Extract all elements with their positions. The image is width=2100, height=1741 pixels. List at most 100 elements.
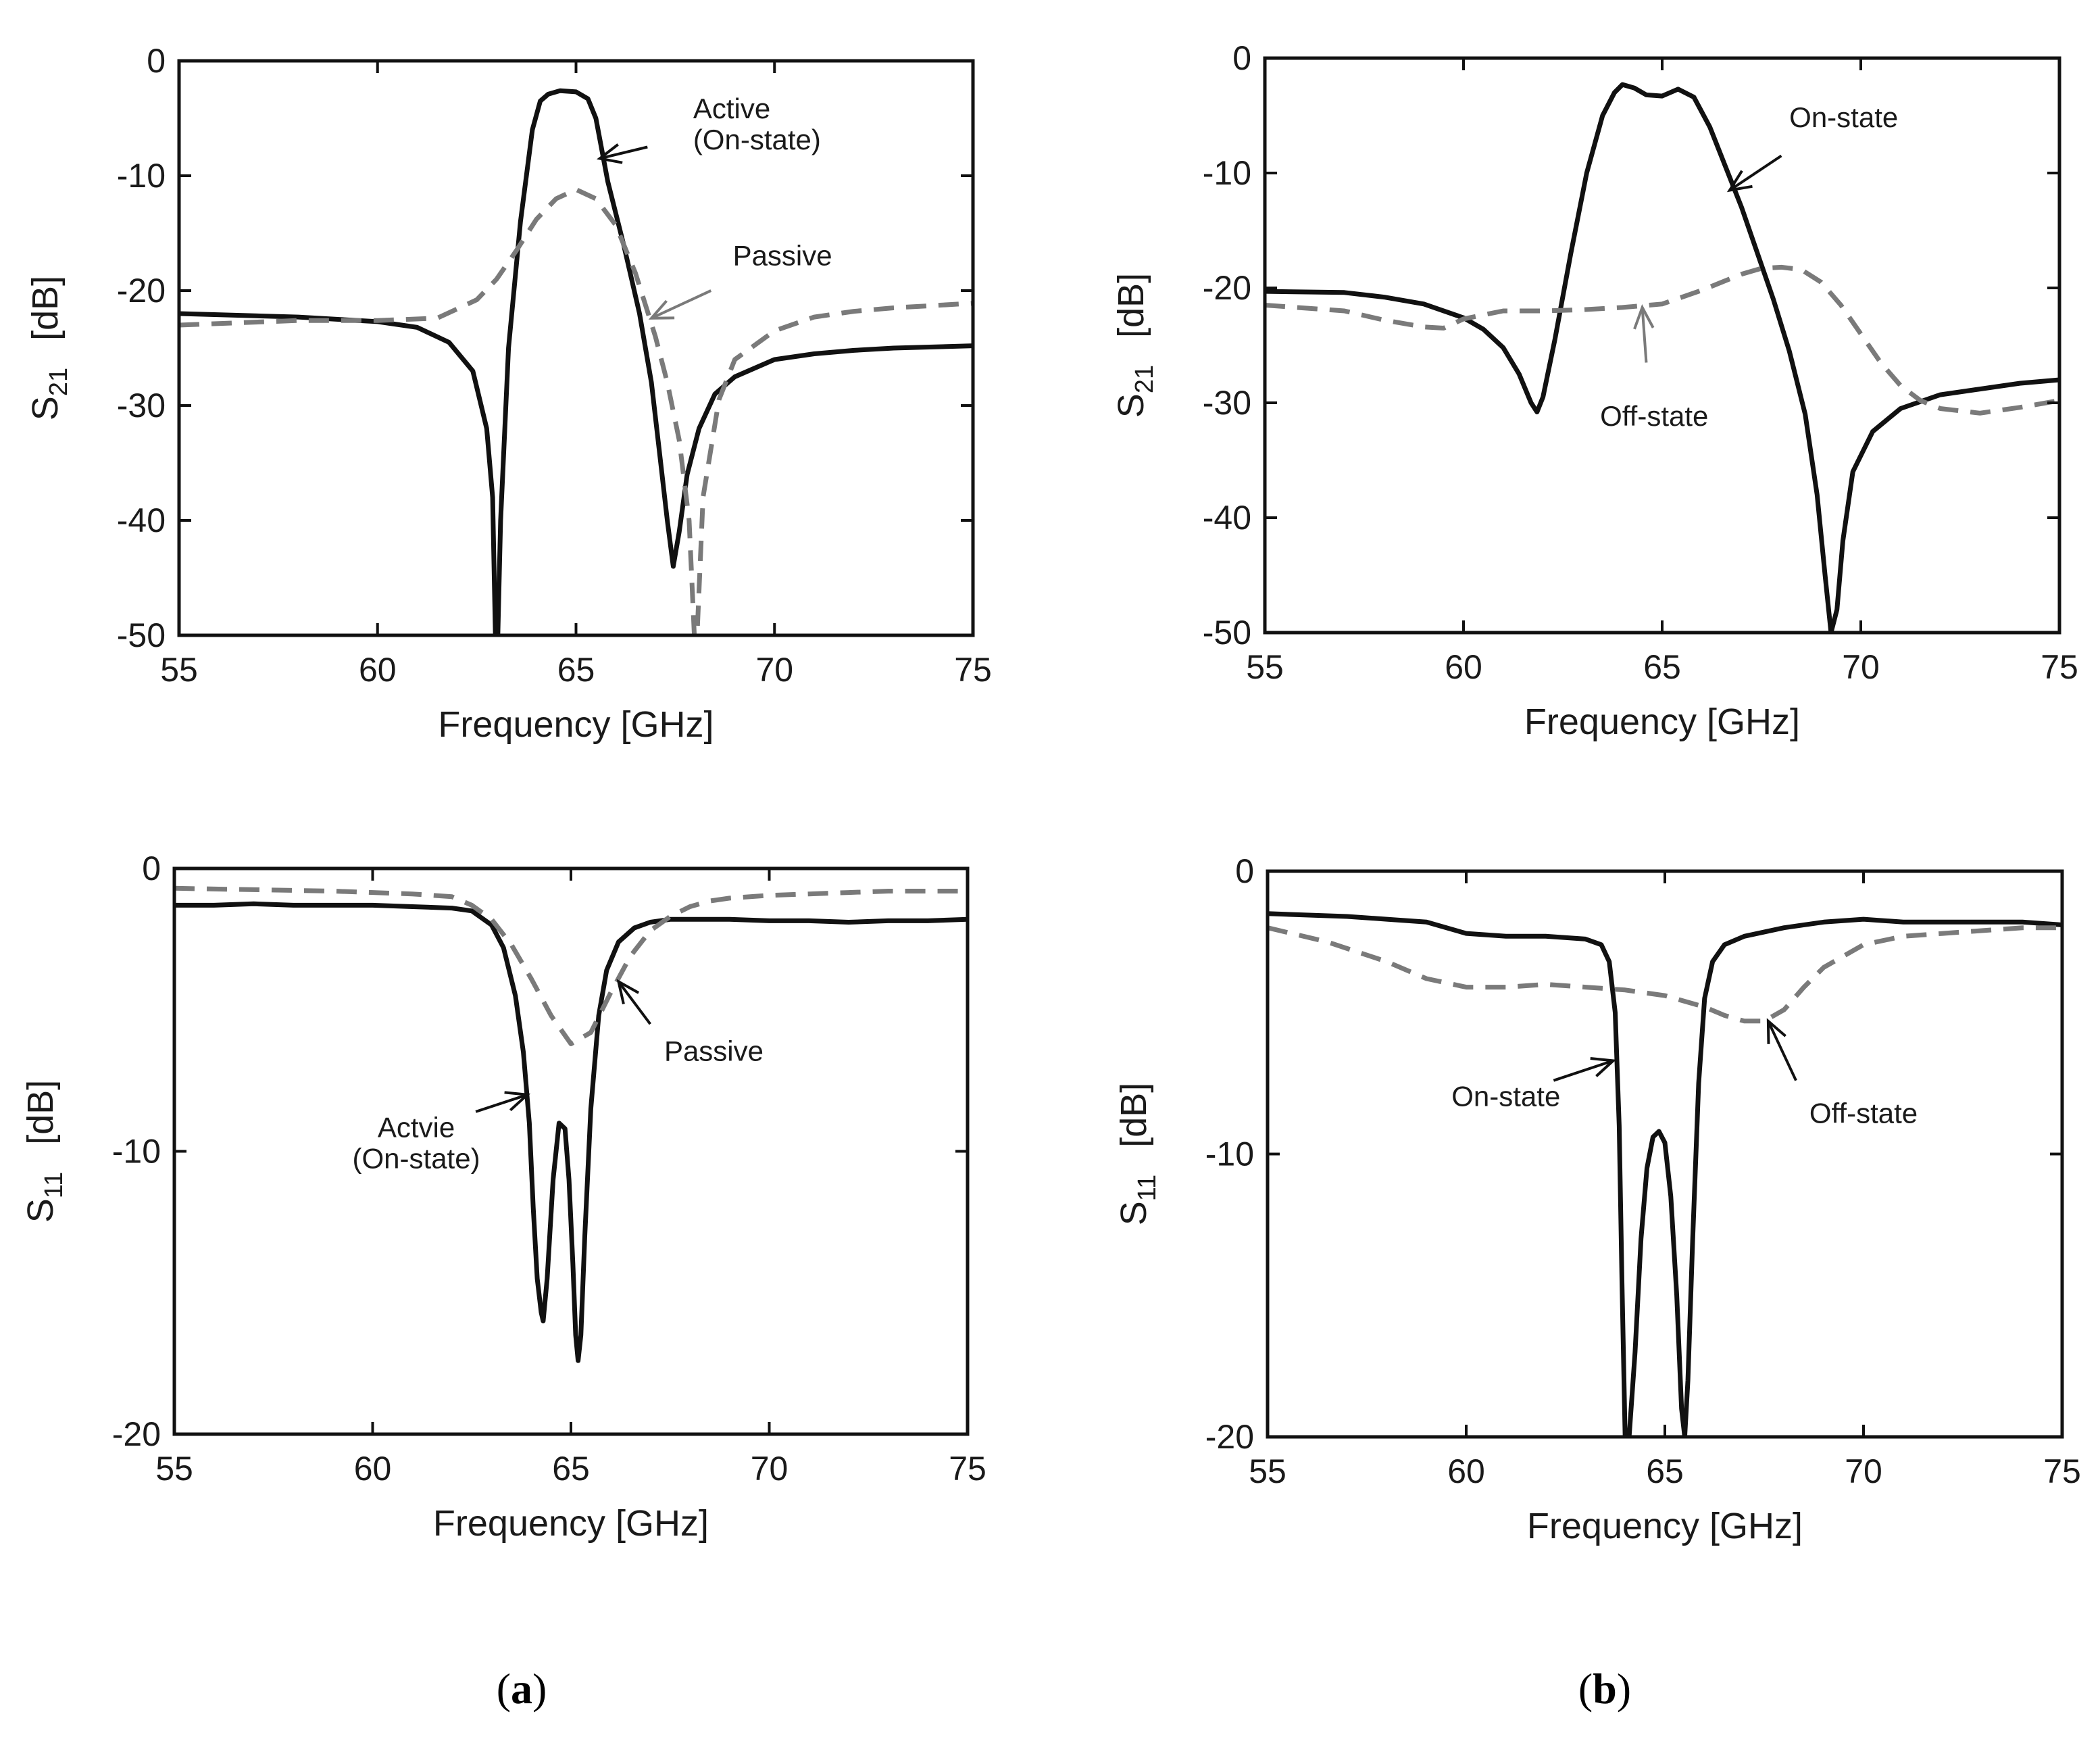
s21-b-series-dashed-line <box>1265 264 2059 416</box>
s11-a-xtick-label: 75 <box>949 1450 986 1488</box>
s21-b-annotation-arrow-head <box>1726 170 1753 193</box>
s21-a-series-solid-line <box>179 88 973 635</box>
s11-a-annotation-arrow-head <box>504 1091 531 1112</box>
s21-b-xtick-label: 70 <box>1842 648 1880 686</box>
panel-label-a: (a) <box>497 1665 547 1713</box>
s11-a-ylabel-unit: [dB] <box>20 1080 61 1145</box>
s11-b-ytick-label: 0 <box>1235 852 1254 890</box>
s21-b-plot-frame <box>1263 56 2061 635</box>
chart-s11-panel-b: 55 60 65 70 75 0 -10 -20 Frequency [GHz] S11 [dB] O… <box>1114 852 2081 1546</box>
s11-b-ytick-label: -10 <box>1205 1135 1254 1173</box>
s11-b-annotation-arrow-head <box>1590 1057 1617 1077</box>
s11-a-xtick-label: 70 <box>751 1450 789 1488</box>
s21-a-ytick-label: -30 <box>117 387 166 424</box>
s21-b-xtick-label: 60 <box>1445 648 1482 686</box>
panel-label-b-letter: b <box>1593 1665 1617 1713</box>
s21-b-ylabel: S21 [dB] <box>1111 273 1159 418</box>
panel-label-a-letter: a <box>511 1665 532 1713</box>
s21-b-ylabel-unit: [dB] <box>1111 273 1151 338</box>
s21-b-annotation-arrow-head <box>1633 304 1655 330</box>
s11-b-annotation-arrow-head <box>1766 1018 1786 1044</box>
s11-a-xtick-label: 60 <box>354 1450 392 1488</box>
panel-label-b: (b) <box>1578 1665 1631 1713</box>
s11-b-annotation-line: On-state <box>1451 1080 1560 1112</box>
s21-a-annotation-arrow-head <box>596 143 623 164</box>
s21-b-annotation-line: On-state <box>1789 101 1898 133</box>
s11-a-xtick-label: 65 <box>552 1450 590 1488</box>
s21-a-ytick-label: -10 <box>117 157 166 195</box>
s21-a-annotation-label: Passive <box>733 240 832 272</box>
s21-a-ylabel: S21 [dB] <box>25 276 73 420</box>
s21-a-xlabel: Frequency [GHz] <box>438 704 714 745</box>
s11-a-annotation-arrow-shaft <box>617 981 652 1025</box>
s11-b-xlabel: Frequency [GHz] <box>1527 1506 1803 1546</box>
s21-a-annotation-arrow-shaft <box>651 289 712 320</box>
s11-a-ytick-label: -10 <box>112 1133 161 1171</box>
s21-a-xtick-label: 65 <box>557 651 595 689</box>
s11-a-ylabel-sub: 11 <box>40 1172 68 1198</box>
s21-b-ytick-label: -30 <box>1203 384 1251 422</box>
s21-a-ylabel-unit: [dB] <box>25 276 66 341</box>
s11-b-xtick-label: 55 <box>1249 1452 1286 1490</box>
s11-a-annotation-line: Passive <box>664 1035 764 1067</box>
s11-b-annotation-line: Off-state <box>1809 1097 1918 1129</box>
s21-b-xtick-label: 75 <box>2041 648 2078 686</box>
s21-a-xtick-label: 70 <box>755 651 793 689</box>
s11-a-ylabel: S11 [dB] <box>20 1080 68 1223</box>
s21-b-ytick-label: 0 <box>1232 39 1251 77</box>
chart-s21-panel-a: 55 60 65 70 75 0 -10 -20 -30 -40 -50 Frequency [GHz… <box>25 42 992 745</box>
s11-a-annotation-label: Actvie (On-state) <box>353 1112 480 1175</box>
s21-b-ytick-label: -50 <box>1203 614 1251 652</box>
s21-b-xtick-label: 55 <box>1246 648 1284 686</box>
s11-a-annotation-arrow-head <box>616 979 640 1005</box>
s21-b-annotation-arrow-shaft <box>1641 307 1648 363</box>
s11-a-plot-frame <box>172 866 970 1436</box>
s11-a-annotation-arrow-shaft <box>475 1093 528 1113</box>
s21-a-annotation-line: Active <box>693 93 770 124</box>
s21-a-ytick-label: -40 <box>117 501 166 539</box>
s11-b-xtick-label: 75 <box>2043 1452 2081 1490</box>
s21-a-annotation-arrow-head <box>648 299 675 320</box>
s21-b-ylabel-sub: 21 <box>1130 365 1159 393</box>
s11-b-annotation-arrow-shaft <box>1767 1020 1797 1081</box>
s21-b-annotation-line: Off-state <box>1600 400 1708 432</box>
s11-b-ylabel-main: S <box>1114 1201 1154 1225</box>
s21-b-annotation-label: Off-state <box>1600 400 1708 432</box>
s11-b-ylabel: S11 [dB] <box>1114 1083 1161 1226</box>
s11-a-series-dashed-line <box>174 885 968 1046</box>
s21-b-ytick-label: -40 <box>1203 499 1251 537</box>
s21-a-ytick-label: -50 <box>117 616 166 654</box>
s21-b-annotation-arrow-shaft <box>1728 154 1782 192</box>
s11-a-series-solid-line <box>174 901 968 1363</box>
s21-b-ytick-label: -10 <box>1203 154 1251 192</box>
s21-a-xtick-label: 60 <box>359 651 397 689</box>
s21-a-xtick-label: 75 <box>954 651 992 689</box>
s21-a-ylabel-main: S <box>25 396 66 420</box>
s21-a-ytick-label: -20 <box>117 272 166 310</box>
s11-a-ytick-label: -20 <box>112 1415 161 1453</box>
s21-a-ylabel-sub: 21 <box>45 368 73 396</box>
s11-b-ytick-label: -20 <box>1205 1418 1254 1456</box>
s11-a-annotation-line: (On-state) <box>353 1143 480 1175</box>
s11-a-annotation-line: Actvie <box>378 1112 455 1144</box>
s11-b-xtick-label: 65 <box>1646 1452 1684 1490</box>
s11-a-ylabel-main: S <box>20 1198 61 1223</box>
s21-a-annotation-line: Passive <box>733 240 832 272</box>
chart-s11-panel-a: 55 60 65 70 75 0 -10 -20 Frequency [GHz] S11 [dB] P… <box>20 850 986 1544</box>
s11-a-ytick-label: 0 <box>142 850 161 887</box>
s21-b-xlabel: Frequency [GHz] <box>1524 702 1800 742</box>
s11-a-xlabel: Frequency [GHz] <box>433 1503 709 1544</box>
s21-a-xtick-label: 55 <box>160 651 198 689</box>
s11-b-ylabel-sub: 11 <box>1133 1175 1161 1201</box>
s11-a-xtick-label: 55 <box>155 1450 193 1488</box>
s21-b-ytick-label: -20 <box>1203 269 1251 307</box>
s11-b-annotation-label: Off-state <box>1809 1097 1918 1129</box>
chart-s21-panel-b: 55 60 65 70 75 0 -10 -20 -30 -40 -50 Frequency [GHz… <box>1111 39 2078 742</box>
s21-b-xtick-label: 65 <box>1643 648 1681 686</box>
s21-a-annotation-line: (On-state) <box>693 124 821 155</box>
s11-a-annotation-label: Passive <box>664 1035 764 1067</box>
s11-b-ylabel-unit: [dB] <box>1114 1083 1154 1148</box>
s21-b-series-solid-line <box>1265 82 2059 633</box>
s11-b-xtick-label: 60 <box>1447 1452 1485 1490</box>
